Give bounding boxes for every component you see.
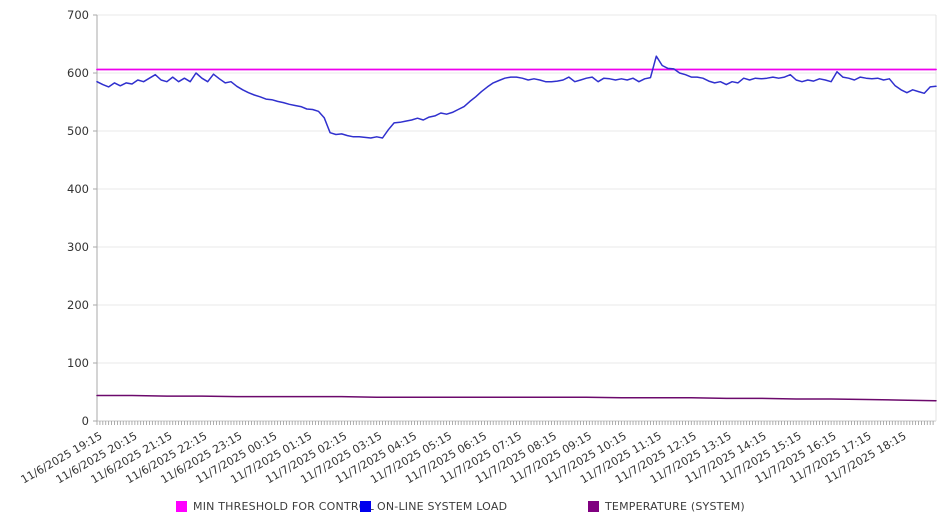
y-tick-label: 700 (67, 8, 89, 22)
legend-label: MIN THRESHOLD FOR CONTROL (193, 499, 374, 513)
legend-item-temperature: TEMPERATURE (SYSTEM) (588, 499, 745, 513)
y-tick-label: 300 (67, 240, 89, 254)
system-load-swatch-icon (360, 500, 371, 512)
legend-item-min-threshold: MIN THRESHOLD FOR CONTROL (176, 499, 374, 513)
y-axis: 0 100 200 300 400 500 600 700 (67, 8, 98, 428)
legend-label: ON-LINE SYSTEM LOAD (377, 499, 508, 513)
y-tick-label: 200 (67, 298, 89, 312)
legend-item-system-load: ON-LINE SYSTEM LOAD (360, 499, 507, 513)
y-tick-label: 100 (67, 356, 89, 370)
series-line-1 (96, 55, 937, 139)
y-tick-label: 600 (67, 66, 89, 80)
x-axis (96, 421, 934, 425)
chart-legend: MIN THRESHOLD FOR CONTROL ON-LINE SYSTEM… (0, 499, 946, 515)
legend-label: TEMPERATURE (SYSTEM) (605, 499, 745, 513)
grid-lines (97, 14, 937, 422)
temperature-swatch-icon (588, 500, 599, 512)
series-line-2 (96, 394, 937, 402)
y-tick-label: 0 (82, 414, 89, 428)
y-tick-label: 400 (67, 182, 89, 196)
y-tick-label: 500 (67, 124, 89, 138)
min-threshold-swatch-icon (176, 500, 187, 512)
